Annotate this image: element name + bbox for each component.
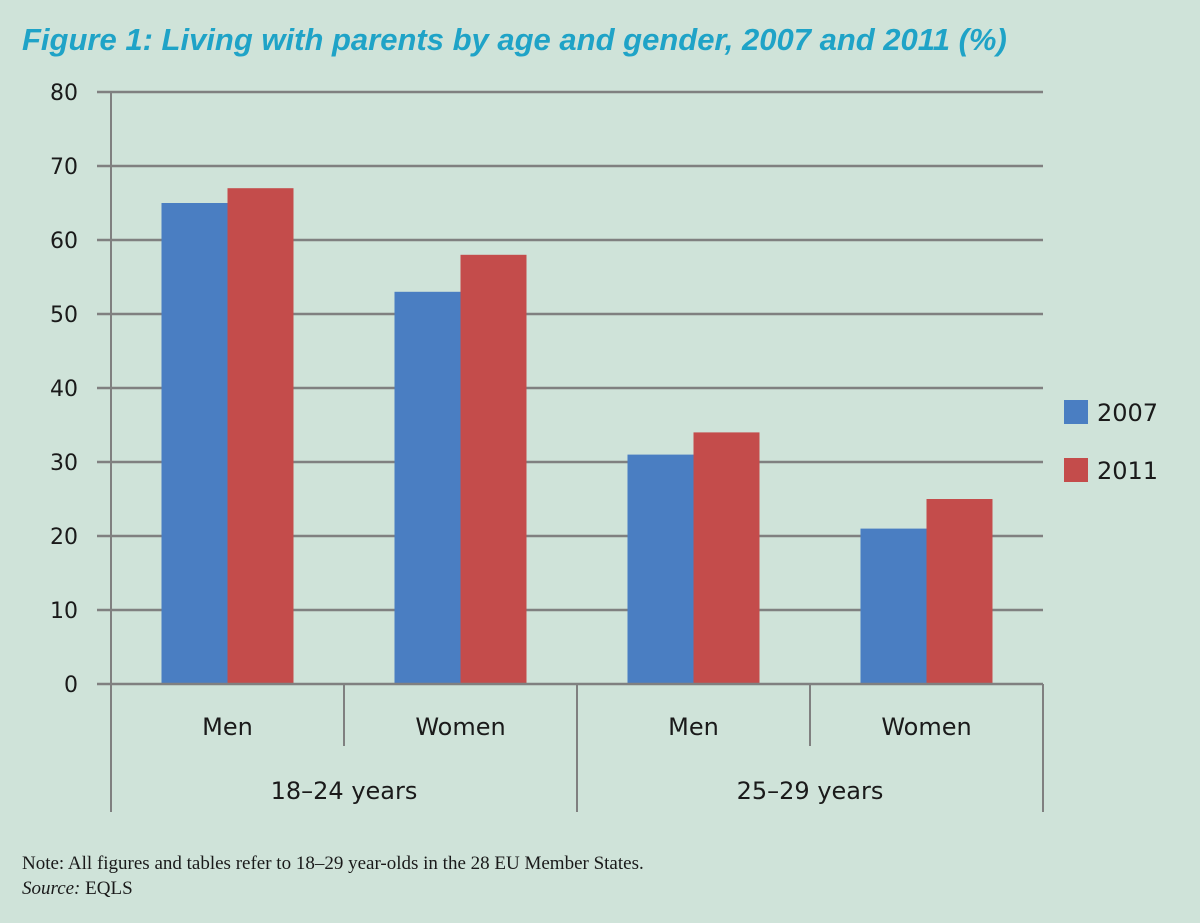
y-tick-label: 0 bbox=[64, 673, 78, 698]
y-axis-ticks: 0 10 20 30 40 50 60 70 80 bbox=[50, 81, 78, 698]
y-tick-label: 60 bbox=[50, 229, 78, 254]
y-tick-label: 30 bbox=[50, 451, 78, 476]
category-label: Men bbox=[668, 713, 719, 741]
group-labels: 18–24 years 25–29 years bbox=[271, 777, 884, 805]
bar-2007-0 bbox=[161, 203, 228, 684]
y-tick-label: 70 bbox=[50, 155, 78, 180]
group-label: 18–24 years bbox=[271, 777, 418, 805]
legend-swatch-2007 bbox=[1064, 400, 1088, 424]
legend-label-2011: 2011 bbox=[1097, 457, 1158, 485]
category-labels: Men Women Men Women bbox=[202, 713, 972, 741]
bar-2011-3 bbox=[926, 499, 993, 684]
chart-title: Figure 1: Living with parents by age and… bbox=[22, 22, 1007, 57]
bars bbox=[161, 188, 993, 685]
y-tick-label: 80 bbox=[50, 81, 78, 106]
category-label: Women bbox=[415, 713, 505, 741]
note-text: Note: All figures and tables refer to 18… bbox=[22, 853, 644, 874]
bar-2011-2 bbox=[693, 432, 760, 684]
source-value: EQLS bbox=[80, 878, 133, 899]
source-label: Source: bbox=[22, 878, 81, 899]
bar-2011-0 bbox=[227, 188, 294, 684]
source-line: Source: EQLS bbox=[22, 878, 133, 900]
bar-2011-1 bbox=[460, 254, 527, 685]
bar-2007-3 bbox=[860, 528, 927, 684]
bar-2007-2 bbox=[627, 454, 694, 684]
category-label: Women bbox=[881, 713, 971, 741]
y-tick-label: 10 bbox=[50, 599, 78, 624]
legend: 2007 2011 bbox=[1064, 399, 1158, 485]
bar-2007-1 bbox=[394, 291, 461, 684]
legend-label-2007: 2007 bbox=[1097, 399, 1158, 427]
y-tick-label: 50 bbox=[50, 303, 78, 328]
y-tick-label: 40 bbox=[50, 377, 78, 402]
group-label: 25–29 years bbox=[737, 777, 884, 805]
y-tick-label: 20 bbox=[50, 525, 78, 550]
category-label: Men bbox=[202, 713, 253, 741]
x-axis bbox=[97, 92, 1044, 812]
legend-swatch-2011 bbox=[1064, 458, 1088, 482]
